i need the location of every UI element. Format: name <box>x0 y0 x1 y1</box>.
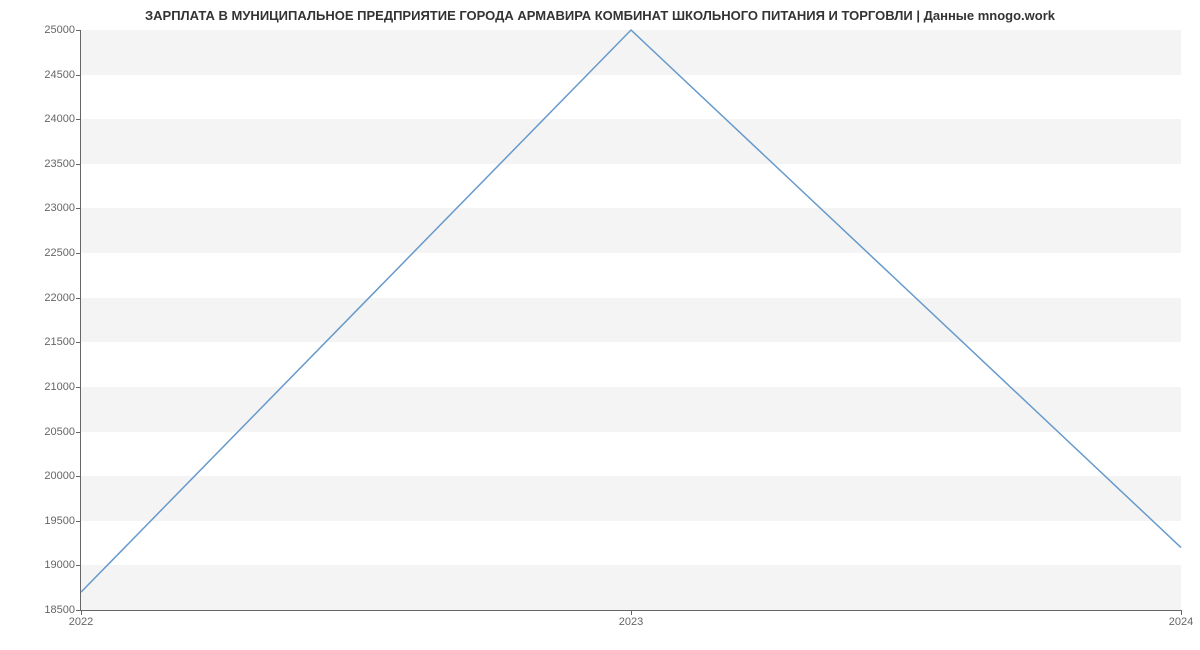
y-tick-label: 21500 <box>44 336 75 348</box>
y-tick-label: 22000 <box>44 292 75 304</box>
y-tick-label: 25000 <box>44 24 75 36</box>
y-tick-label: 24500 <box>44 69 75 81</box>
y-tick-label: 22500 <box>44 247 75 259</box>
y-tick-label: 23000 <box>44 202 75 214</box>
chart-title: ЗАРПЛАТА В МУНИЦИПАЛЬНОЕ ПРЕДПРИЯТИЕ ГОР… <box>0 8 1200 23</box>
y-tick-label: 21000 <box>44 381 75 393</box>
x-tick-mark <box>631 610 632 615</box>
y-tick-label: 18500 <box>44 604 75 616</box>
series-line <box>81 30 1181 592</box>
x-tick-label: 2024 <box>1169 616 1193 628</box>
salary-line-chart: ЗАРПЛАТА В МУНИЦИПАЛЬНОЕ ПРЕДПРИЯТИЕ ГОР… <box>0 0 1200 650</box>
plot-area: 1850019000195002000020500210002150022000… <box>80 30 1181 611</box>
y-tick-label: 19500 <box>44 515 75 527</box>
y-tick-label: 20000 <box>44 470 75 482</box>
y-tick-label: 19000 <box>44 559 75 571</box>
x-tick-label: 2023 <box>619 616 643 628</box>
y-tick-label: 23500 <box>44 158 75 170</box>
y-tick-label: 20500 <box>44 426 75 438</box>
x-tick-mark <box>81 610 82 615</box>
y-tick-label: 24000 <box>44 113 75 125</box>
line-series <box>81 30 1181 610</box>
x-tick-mark <box>1181 610 1182 615</box>
x-tick-label: 2022 <box>69 616 93 628</box>
